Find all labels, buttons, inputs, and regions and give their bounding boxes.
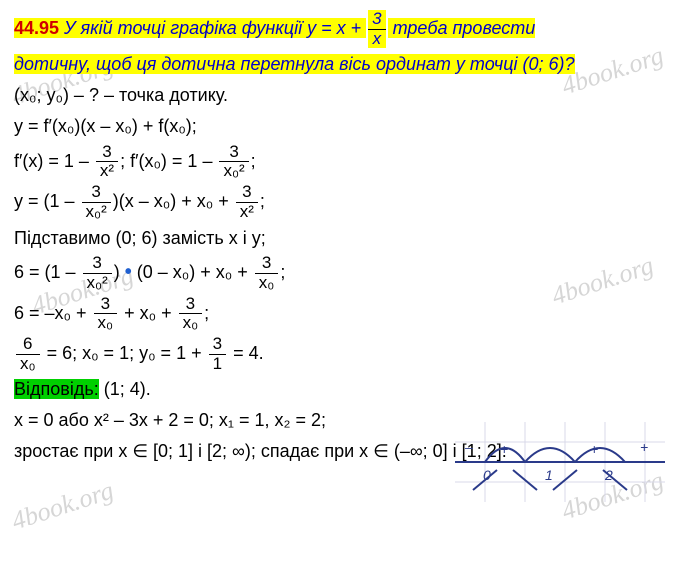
solution-line: f′(x) = 1 – 3x²; f′(x₀) = 1 – 3x₀²; xyxy=(14,143,681,181)
problem-text-1: У якій точці графіка функції y = x + xyxy=(59,18,366,38)
fraction: 3x₀² xyxy=(82,183,111,221)
svg-text:+: + xyxy=(590,441,598,457)
fraction: 6x₀ xyxy=(16,335,40,373)
fraction: 3x₀ xyxy=(179,295,203,333)
svg-text:+: + xyxy=(500,441,508,457)
svg-text:2: 2 xyxy=(604,467,613,483)
svg-text:+: + xyxy=(640,439,648,455)
solution-line: (x₀; y₀) – ? – точка дотику. xyxy=(14,81,681,110)
answer-line: Відповідь: (1; 4). xyxy=(14,375,681,404)
fraction: 3x₀² xyxy=(83,254,112,292)
fraction: 3x₀ xyxy=(94,295,118,333)
svg-text:0: 0 xyxy=(483,467,491,483)
problem-text-3: дотичну, щоб ця дотична перетнула вісь о… xyxy=(14,54,575,74)
problem-line-2: дотичну, щоб ця дотична перетнула вісь о… xyxy=(14,50,681,79)
svg-text:–: – xyxy=(544,439,553,455)
solution-line: y = f′(x₀)(x – x₀) + f(x₀); xyxy=(14,112,681,141)
content: 44.95 У якій точці графіка функції y = x… xyxy=(14,10,681,466)
problem-number: 44.95 xyxy=(14,18,59,38)
problem-text-2: треба провести xyxy=(388,18,536,38)
solution-line: y = (1 – 3x₀²)(x – x₀) + x₀ + 3x²; xyxy=(14,183,681,221)
solution-line: 6 = –x₀ + 3x₀ + x₀ + 3x₀; xyxy=(14,295,681,333)
bullet-dot: • xyxy=(125,261,132,283)
fraction: 3x² xyxy=(236,183,258,221)
sign-chart-sketch: – + – + + 0 1 2 xyxy=(455,422,665,502)
watermark: 4book.org xyxy=(6,470,119,542)
fraction: 3x xyxy=(368,10,385,48)
solution-line: 6x₀ = 6; x₀ = 1; y₀ = 1 + 31 = 4. xyxy=(14,335,681,373)
fraction: 3x₀ xyxy=(255,254,279,292)
fraction: 3x₀² xyxy=(219,143,248,181)
fraction: 31 xyxy=(209,335,226,373)
solution-line: Підставимо (0; 6) замість x і y; xyxy=(14,224,681,253)
svg-text:–: – xyxy=(464,439,473,455)
solution-line: 6 = (1 – 3x₀²) • (0 – x₀) + x₀ + 3x₀; xyxy=(14,254,681,292)
answer-label: Відповідь: xyxy=(14,379,99,399)
fraction: 3x² xyxy=(96,143,118,181)
answer-value: (1; 4). xyxy=(99,379,151,399)
problem-line-1: 44.95 У якій точці графіка функції y = x… xyxy=(14,10,681,48)
svg-text:1: 1 xyxy=(545,467,553,483)
